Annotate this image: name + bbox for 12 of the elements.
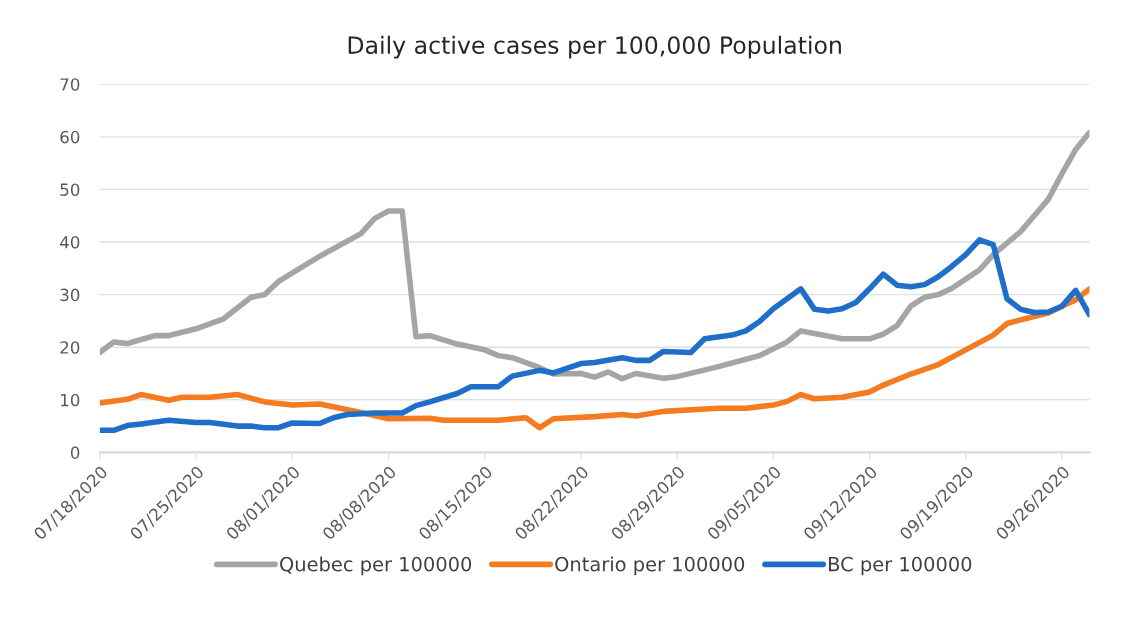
y-tick-label: 20 [60, 341, 80, 354]
y-tick-label: 60 [60, 130, 80, 144]
y-tick-label: 70 [60, 78, 80, 91]
legend-label: Ontario per 100000 [555, 556, 745, 576]
legend-label: Quebec per 100000 [280, 556, 472, 576]
legend-label: BC per 100000 [829, 556, 972, 576]
y-tick-label: 10 [61, 393, 80, 407]
chart-title: Daily active cases per 100,000 Population [348, 35, 841, 59]
y-tick-label: 30 [60, 288, 80, 302]
y-tick-label: 40 [60, 235, 80, 249]
y-tick-label: 0 [70, 446, 80, 459]
y-tick-label: 50 [60, 183, 80, 196]
